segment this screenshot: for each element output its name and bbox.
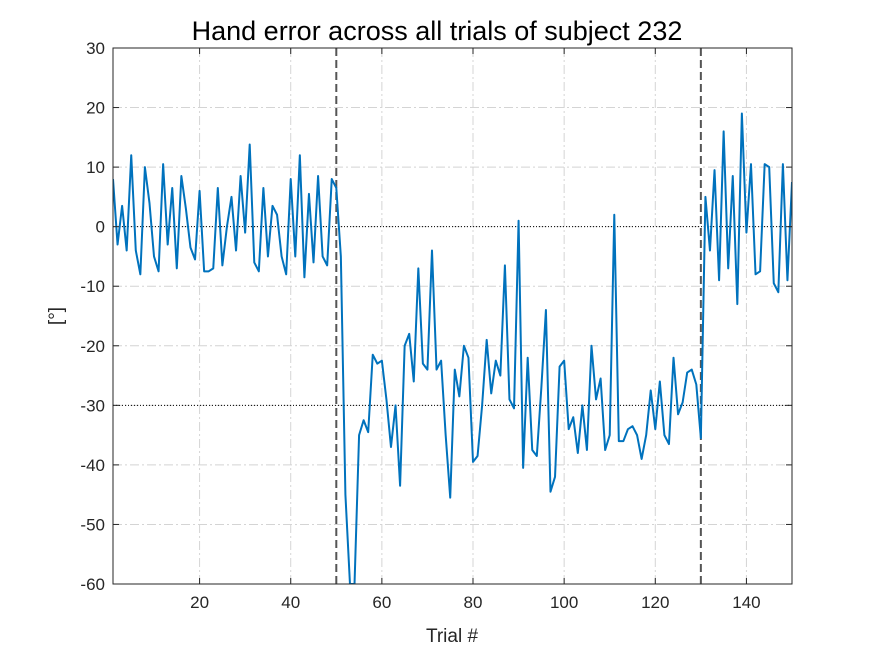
tick-marks [113,47,792,585]
plot-frame [112,47,793,585]
x-axis-label: Trial # [426,626,479,647]
y-tick-label: -60 [80,575,105,594]
x-tick-label: 40 [281,593,300,612]
y-tick-label: -50 [80,515,105,534]
y-tick-labels: 30 20 10 0 -10 -20 -30 -40 -50 -60 [80,39,105,594]
vertical-markers [335,48,702,584]
series-line [113,112,792,584]
y-tick-label: -20 [80,337,105,356]
chart-title: Hand error across all trials of subject … [192,16,683,46]
y-tick-label: -40 [80,456,105,475]
x-tick-label: 140 [732,593,760,612]
reference-lines [113,226,792,406]
y-tick-label: 20 [86,99,105,118]
y-tick-label: -30 [80,396,105,415]
plot-area [113,48,792,584]
y-axis-label: [°] [46,307,67,325]
x-tick-label: 60 [372,593,391,612]
y-tick-label: 10 [86,158,105,177]
x-tick-label: 120 [641,593,669,612]
y-tick-label: -10 [80,277,105,296]
x-tick-labels: 20 40 60 80 100 120 140 [190,593,760,612]
y-tick-label: 30 [86,39,105,58]
y-tick-label: 0 [96,218,105,237]
grid [113,48,792,584]
x-tick-label: 80 [464,593,483,612]
series-layer [113,112,792,584]
x-tick-label: 100 [550,593,578,612]
x-tick-label: 20 [190,593,209,612]
